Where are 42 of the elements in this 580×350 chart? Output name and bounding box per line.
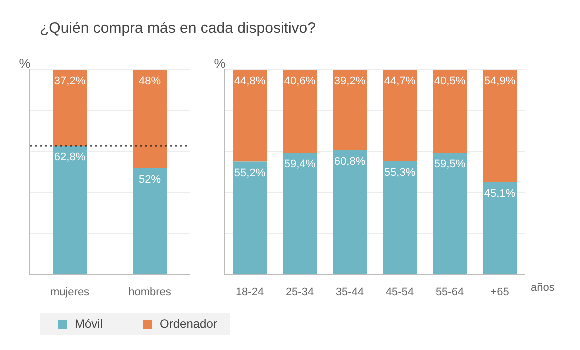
data-label: 54,9%: [484, 76, 516, 88]
x-tick-label: 35-44: [336, 286, 364, 298]
data-label: 62,8%: [54, 152, 86, 164]
x-tick-label: 18-24: [236, 286, 264, 298]
x-tick-label: 45-54: [386, 286, 414, 298]
data-label: 45,1%: [484, 188, 516, 200]
chart-title: ¿Quién compra más en cada dispositivo?: [40, 20, 316, 37]
bar: [233, 70, 267, 162]
bar: [333, 150, 367, 274]
bar: [483, 70, 517, 182]
bar: [283, 153, 317, 274]
legend-label: Ordenador: [160, 317, 218, 331]
data-label: 37,2%: [54, 76, 86, 88]
bar: [383, 70, 417, 162]
data-label: 40,5%: [434, 76, 466, 88]
x-tick-label: +65: [490, 286, 510, 298]
bar: [333, 70, 367, 150]
x-tick-label: 55-64: [436, 286, 464, 298]
data-label: 52%: [138, 174, 162, 186]
bar: [483, 182, 517, 274]
data-label: 40,6%: [284, 76, 316, 88]
data-label: 55,2%: [234, 167, 266, 180]
legend-label: Móvil: [75, 317, 104, 331]
bar: [383, 162, 417, 274]
y-axis-title: %: [19, 56, 32, 71]
bar: [283, 70, 317, 154]
x-tick-label: mujeres: [50, 286, 90, 298]
bar: [433, 70, 467, 153]
bar: [433, 152, 467, 274]
x-tick-label: hombres: [128, 286, 172, 298]
data-label: 59,5%: [434, 158, 466, 170]
y-axis-title: %: [214, 56, 226, 71]
data-label: 44,8%: [234, 76, 266, 88]
data-label: 48%: [138, 76, 162, 88]
data-label: 60,8%: [334, 156, 366, 168]
data-label: 55,3%: [384, 167, 416, 180]
x-axis-title: años: [531, 282, 556, 294]
x-tick-label: 25-34: [286, 286, 314, 298]
data-label: 44,7%: [384, 76, 416, 88]
data-label: 59,4%: [284, 158, 316, 171]
bar: [233, 162, 267, 274]
data-label: 39,2%: [334, 76, 366, 88]
